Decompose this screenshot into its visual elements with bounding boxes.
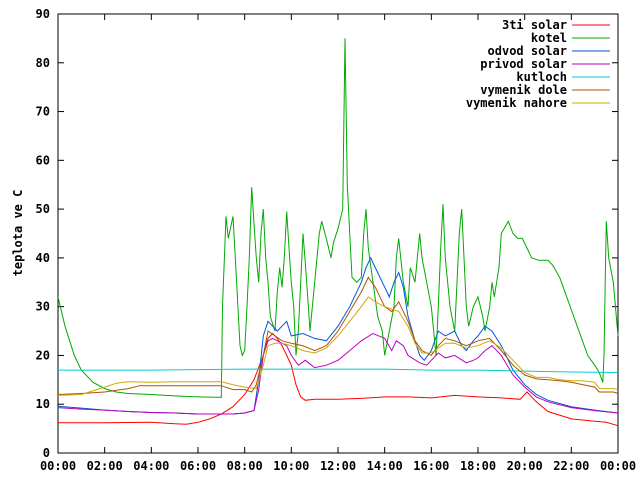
y-tick-label: 30 bbox=[36, 300, 50, 314]
x-tick-label: 02:00 bbox=[87, 459, 123, 473]
legend-label: kutloch bbox=[516, 70, 567, 84]
y-tick-label: 70 bbox=[36, 105, 50, 119]
x-tick-label: 12:00 bbox=[320, 459, 356, 473]
series-line-kutloch bbox=[58, 368, 619, 373]
legend-label: vymenik nahore bbox=[466, 96, 567, 110]
x-tick-label: 18:00 bbox=[460, 459, 496, 473]
x-tick-label: 16:00 bbox=[413, 459, 449, 473]
legend-label: privod solar bbox=[480, 57, 567, 71]
legend-label: odvod solar bbox=[488, 44, 567, 58]
y-tick-label: 90 bbox=[36, 7, 50, 21]
series-line-privod-solar bbox=[57, 332, 619, 415]
y-axis-label: teplota ve C bbox=[11, 190, 25, 277]
x-tick-label: 08:00 bbox=[227, 459, 263, 473]
x-tick-label: 06:00 bbox=[180, 459, 216, 473]
x-tick-label: 10:00 bbox=[273, 459, 309, 473]
x-tick-label: 20:00 bbox=[507, 459, 543, 473]
legend-label: 3ti solar bbox=[502, 18, 567, 32]
y-tick-label: 0 bbox=[43, 446, 50, 460]
x-tick-label: 00:00 bbox=[40, 459, 76, 473]
y-tick-label: 60 bbox=[36, 153, 50, 167]
series-line-vymenik-dole bbox=[57, 276, 619, 395]
x-tick-label: 00:00 bbox=[600, 459, 636, 473]
y-tick-label: 20 bbox=[36, 348, 50, 362]
series-line-3ti-solar bbox=[58, 332, 619, 427]
legend-label: vymenik dole bbox=[480, 83, 567, 97]
series-line-vymenik-nahore bbox=[57, 296, 619, 396]
series-line-kotel bbox=[57, 38, 619, 398]
series-lines bbox=[57, 38, 619, 427]
y-tick-label: 80 bbox=[36, 56, 50, 70]
x-tick-label: 04:00 bbox=[133, 459, 169, 473]
legend-label: kotel bbox=[531, 31, 567, 45]
x-tick-label: 22:00 bbox=[553, 459, 589, 473]
y-tick-label: 10 bbox=[36, 397, 50, 411]
x-tick-label: 14:00 bbox=[367, 459, 403, 473]
y-tick-label: 40 bbox=[36, 251, 50, 265]
x-axis: 00:00 02:00 04:00 06:00 08:00 10:00 12:00 14:00… bbox=[40, 14, 636, 473]
y-tick-label: 50 bbox=[36, 202, 50, 216]
